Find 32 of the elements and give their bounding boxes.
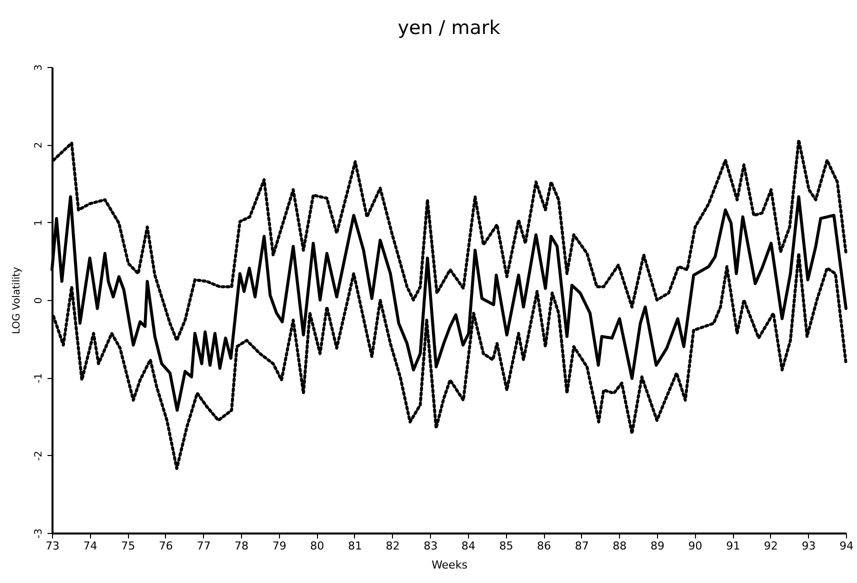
x-tick-label: 74 [83, 540, 98, 552]
x-tick-label: 81 [348, 540, 362, 552]
x-tick-label: 92 [764, 540, 778, 552]
x-tick-label: 79 [272, 540, 286, 552]
x-tick-label: 91 [726, 540, 740, 552]
y-tick-label: -1 [34, 373, 44, 384]
y-tick-label: 1 [34, 220, 44, 226]
y-tick-label: -2 [34, 450, 44, 461]
x-tick-label: 80 [310, 540, 324, 552]
x-tick-label: 76 [158, 540, 173, 552]
x-tick-label: 77 [196, 540, 211, 552]
x-tick-label: 90 [688, 540, 702, 552]
y-tick-label: 3 [34, 64, 44, 71]
x-tick-label: 85 [499, 540, 514, 552]
x-tick-label: 82 [386, 540, 400, 552]
x-tick-label: 94 [840, 540, 854, 552]
x-tick-label: 89 [650, 540, 664, 552]
y-tick-label: 2 [34, 142, 44, 148]
x-tick-label: 73 [46, 540, 60, 552]
x-tick-label: 75 [121, 540, 136, 552]
x-tick-label: 83 [424, 540, 438, 552]
y-tick-label: -3 [34, 528, 44, 538]
x-tick-label: 84 [461, 540, 476, 552]
x-tick-label: 93 [802, 540, 816, 552]
x-tick-label: 78 [234, 540, 249, 552]
x-tick-label: 88 [612, 540, 627, 552]
x-tick-label: 87 [574, 540, 589, 552]
y-tick-label: 0 [34, 297, 44, 304]
x-tick-label: 86 [537, 540, 552, 552]
x-axis-title: Weeks [432, 558, 468, 572]
chart-title: yen / mark [398, 16, 500, 39]
y-axis-title: LOG Volatility [12, 266, 22, 334]
